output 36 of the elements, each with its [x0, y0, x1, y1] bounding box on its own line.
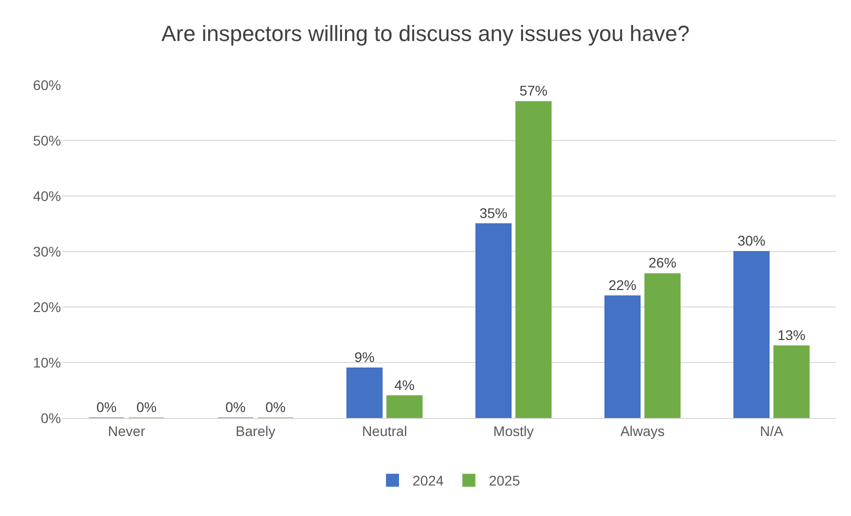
x-tick-label: Mostly	[493, 422, 534, 439]
bar	[475, 223, 512, 418]
data-label: 0%	[136, 399, 157, 415]
data-label: 13%	[777, 326, 806, 343]
bar	[386, 395, 423, 418]
bar	[515, 101, 552, 418]
bar	[733, 251, 770, 418]
x-tick-label: N/A	[760, 422, 784, 439]
data-label: 35%	[479, 204, 508, 221]
y-tick-label: 60%	[32, 76, 61, 93]
y-tick-label: 50%	[32, 132, 61, 148]
data-label: 0%	[96, 399, 117, 415]
y-tick-label: 10%	[32, 354, 61, 370]
y-tick-label: 0%	[40, 410, 61, 426]
bar	[604, 295, 641, 418]
y-tick-label: 30%	[32, 243, 61, 260]
x-tick-label: Neutral	[362, 422, 408, 439]
bar	[346, 368, 383, 418]
data-label: 26%	[648, 254, 677, 271]
chart-title: Are inspectors willing to discuss any issues you have?	[161, 21, 690, 46]
legend-label: 2025	[488, 472, 520, 489]
data-label: 0%	[225, 399, 246, 415]
y-tick-label: 20%	[32, 298, 61, 315]
bar	[773, 345, 810, 418]
data-label: 0%	[265, 399, 286, 415]
x-tick-label: Always	[620, 422, 665, 439]
bar	[644, 273, 681, 418]
data-label: 22%	[608, 276, 637, 293]
data-label: 30%	[737, 232, 766, 248]
x-tick-label: Never	[108, 422, 146, 439]
x-tick-label: Barely	[236, 422, 276, 439]
data-label: 57%	[519, 82, 548, 99]
y-tick-label: 40%	[32, 188, 61, 204]
data-label: 9%	[354, 349, 375, 366]
data-label: 4%	[394, 376, 415, 393]
legend-label: 2024	[412, 472, 444, 489]
